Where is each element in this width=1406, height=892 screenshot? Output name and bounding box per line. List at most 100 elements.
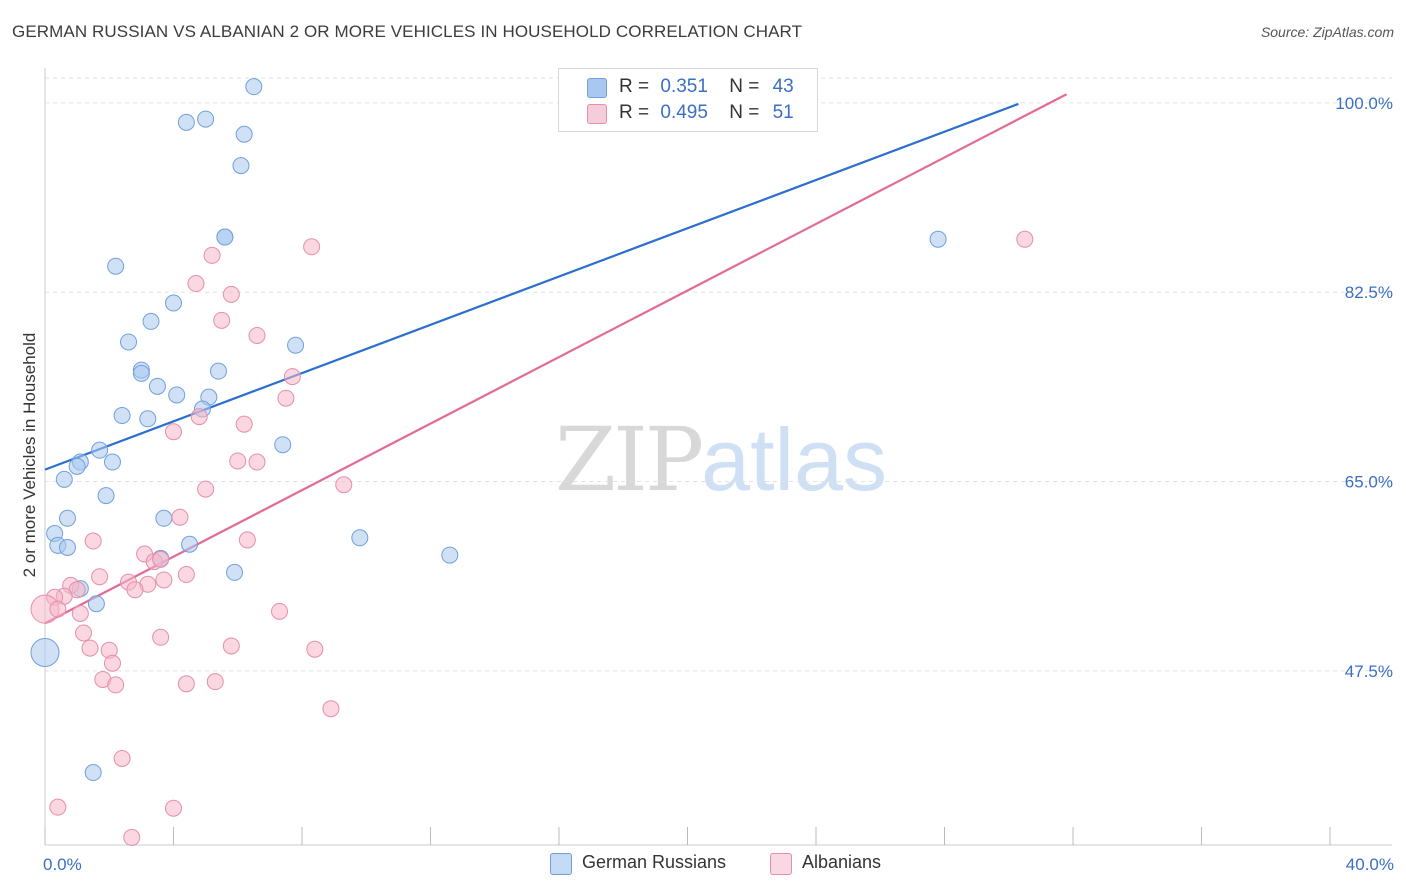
bottom-legend-swatch-pink — [770, 853, 792, 875]
data-point — [335, 476, 353, 494]
data-point — [120, 333, 138, 351]
bottom-legend-label: German Russians — [582, 852, 727, 872]
data-point — [229, 452, 247, 470]
bottom-legend-swatch-blue — [550, 853, 572, 875]
data-point — [113, 407, 131, 425]
data-point — [155, 571, 173, 589]
data-point — [190, 408, 208, 426]
watermark: ZIPatlas — [555, 408, 887, 511]
data-point — [103, 453, 121, 471]
data-point — [238, 531, 256, 549]
stats-legend: R = 0.351 N = 43 R = 0.495 N = 51 — [558, 68, 818, 132]
legend-r-value: 0.351 — [660, 76, 708, 97]
data-point — [181, 535, 199, 553]
y-tick-label: 100.0% — [1335, 94, 1393, 113]
data-point — [213, 311, 231, 329]
data-point — [441, 546, 459, 564]
data-point — [277, 389, 295, 407]
y-tick-label: 65.0% — [1345, 473, 1393, 492]
data-point — [113, 749, 131, 767]
data-point — [142, 312, 160, 330]
data-point — [1016, 230, 1034, 248]
axes — [44, 68, 1392, 846]
data-point — [245, 78, 263, 96]
data-point — [91, 568, 109, 586]
data-point — [68, 457, 86, 475]
x-tick-label: 0.0% — [43, 855, 82, 874]
data-point — [84, 532, 102, 550]
y-axis-label: 2 or more Vehicles in Household — [20, 332, 39, 578]
data-point — [177, 675, 195, 693]
data-point — [97, 487, 115, 505]
data-point — [49, 798, 67, 816]
data-point — [165, 294, 182, 312]
legend-n-value: 43 — [772, 76, 794, 97]
data-point — [248, 453, 266, 471]
data-point — [155, 509, 173, 527]
legend-r-label: R = — [619, 102, 650, 123]
trend-lines — [44, 93, 1068, 625]
data-point — [165, 423, 182, 441]
y-tick-label: 82.5% — [1345, 283, 1393, 302]
data-point — [209, 362, 227, 380]
y-tick-label: 47.5% — [1345, 662, 1393, 681]
data-point — [248, 326, 266, 344]
data-point — [103, 654, 121, 672]
data-point — [197, 110, 215, 128]
data-point — [87, 595, 105, 613]
data-point — [49, 600, 67, 618]
tick-labels: 100.0% 82.5% 65.0% 47.5% 0.0% 40.0% — [43, 94, 1394, 874]
data-point — [203, 246, 221, 264]
data-point — [216, 228, 234, 246]
legend-r-value: 0.495 — [660, 102, 708, 123]
data-point — [171, 508, 189, 526]
legend-r-label: R = — [619, 76, 650, 97]
data-point — [152, 628, 170, 646]
data-point — [91, 441, 109, 459]
data-point — [107, 676, 125, 694]
data-point — [235, 415, 253, 433]
data-point — [126, 581, 144, 599]
data-point — [152, 550, 170, 568]
data-point — [148, 377, 166, 395]
data-point — [75, 624, 93, 642]
trend-line — [44, 93, 1068, 625]
chart-title: GERMAN RUSSIAN VS ALBANIAN 2 OR MORE VEH… — [12, 22, 803, 41]
data-point — [139, 410, 157, 428]
data-point — [123, 828, 141, 846]
legend-swatch-blue — [587, 78, 607, 98]
data-point — [58, 509, 76, 527]
legend-n-value: 51 — [772, 102, 794, 123]
data-point — [929, 230, 947, 248]
watermark-atlas: atlas — [701, 410, 888, 509]
data-point — [306, 640, 324, 658]
bottom-legend-label: Albanians — [802, 852, 882, 872]
data-point — [206, 673, 224, 691]
data-point — [177, 113, 195, 131]
data-point — [30, 637, 60, 667]
data-point — [81, 639, 99, 657]
data-point — [168, 386, 186, 404]
data-point — [107, 257, 125, 275]
data-point — [132, 364, 150, 382]
data-point — [165, 799, 182, 817]
data-point — [222, 637, 240, 655]
data-point — [235, 125, 253, 143]
data-point — [71, 604, 89, 622]
data-point — [84, 764, 102, 782]
data-point — [287, 336, 305, 354]
data-point — [177, 566, 195, 584]
data-point — [226, 563, 244, 581]
legend-swatch-pink — [587, 104, 607, 124]
data-point — [55, 470, 73, 488]
legend-n-label: N = — [729, 102, 760, 123]
legend-n-label: N = — [729, 76, 760, 97]
data-point — [197, 480, 215, 498]
data-points — [30, 78, 1034, 846]
data-point — [187, 275, 205, 293]
data-point — [222, 285, 240, 303]
source-credit: Source: ZipAtlas.com — [1260, 24, 1394, 40]
data-point — [271, 602, 289, 620]
data-point — [58, 539, 76, 557]
